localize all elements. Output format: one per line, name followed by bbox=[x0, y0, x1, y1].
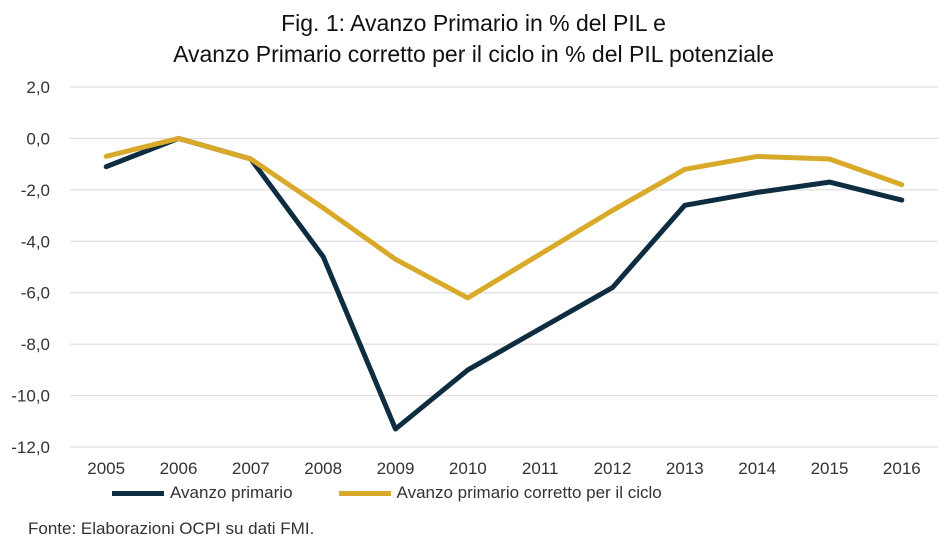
y-tick-label: -8,0 bbox=[21, 335, 50, 354]
x-tick-label: 2005 bbox=[87, 459, 125, 478]
x-tick-label: 2012 bbox=[594, 459, 632, 478]
x-tick-label: 2008 bbox=[304, 459, 342, 478]
series-lines bbox=[103, 135, 905, 432]
gridlines bbox=[70, 86, 938, 448]
x-tick-label: 2014 bbox=[738, 459, 776, 478]
y-tick-label: -12,0 bbox=[11, 438, 50, 457]
legend-swatch-avanzo-corretto bbox=[338, 490, 391, 496]
legend-item-avanzo-corretto: Avanzo primario corretto per il ciclo bbox=[338, 483, 662, 503]
series-line-avanzo-primario bbox=[103, 135, 905, 432]
y-tick-label: -2,0 bbox=[21, 181, 50, 200]
y-tick-label: -4,0 bbox=[21, 232, 50, 251]
y-tick-label: 2,0 bbox=[26, 78, 50, 97]
x-tick-label: 2016 bbox=[883, 459, 921, 478]
y-axis-ticks: 2,0 0,0 -2,0 -4,0 -6,0 -8,0 -10,0 -12,0 bbox=[11, 78, 50, 457]
legend-label-avanzo-primario: Avanzo primario bbox=[170, 483, 293, 502]
x-tick-label: 2010 bbox=[449, 459, 487, 478]
legend: Avanzo primario Avanzo primario corretto… bbox=[112, 483, 708, 503]
x-tick-label: 2013 bbox=[666, 459, 704, 478]
x-tick-label: 2009 bbox=[377, 459, 415, 478]
chart-title-block: Fig. 1: Avanzo Primario in % del PIL e A… bbox=[0, 8, 947, 70]
x-tick-label: 2015 bbox=[811, 459, 849, 478]
y-tick-label: -10,0 bbox=[11, 387, 50, 406]
legend-item-avanzo-primario: Avanzo primario bbox=[112, 483, 293, 503]
x-tick-label: 2006 bbox=[160, 459, 198, 478]
x-tick-label: 2011 bbox=[522, 459, 559, 478]
legend-label-avanzo-corretto: Avanzo primario corretto per il ciclo bbox=[396, 483, 662, 502]
y-tick-label: -6,0 bbox=[21, 284, 50, 303]
chart-subtitle: Avanzo Primario corretto per il ciclo in… bbox=[173, 41, 774, 67]
x-axis-ticks: 2005 2006 2007 2008 2009 2010 2011 2012 2013 2014… bbox=[87, 459, 920, 478]
source-note: Fonte: Elaborazioni OCPI su dati FMI. bbox=[28, 519, 315, 538]
x-tick-label: 2007 bbox=[232, 459, 270, 478]
y-tick-label: 0,0 bbox=[26, 129, 50, 148]
legend-swatch-avanzo-primario bbox=[112, 490, 164, 496]
series-line-avanzo-corretto bbox=[103, 135, 905, 301]
chart-title: Fig. 1: Avanzo Primario in % del PIL e bbox=[281, 10, 666, 36]
